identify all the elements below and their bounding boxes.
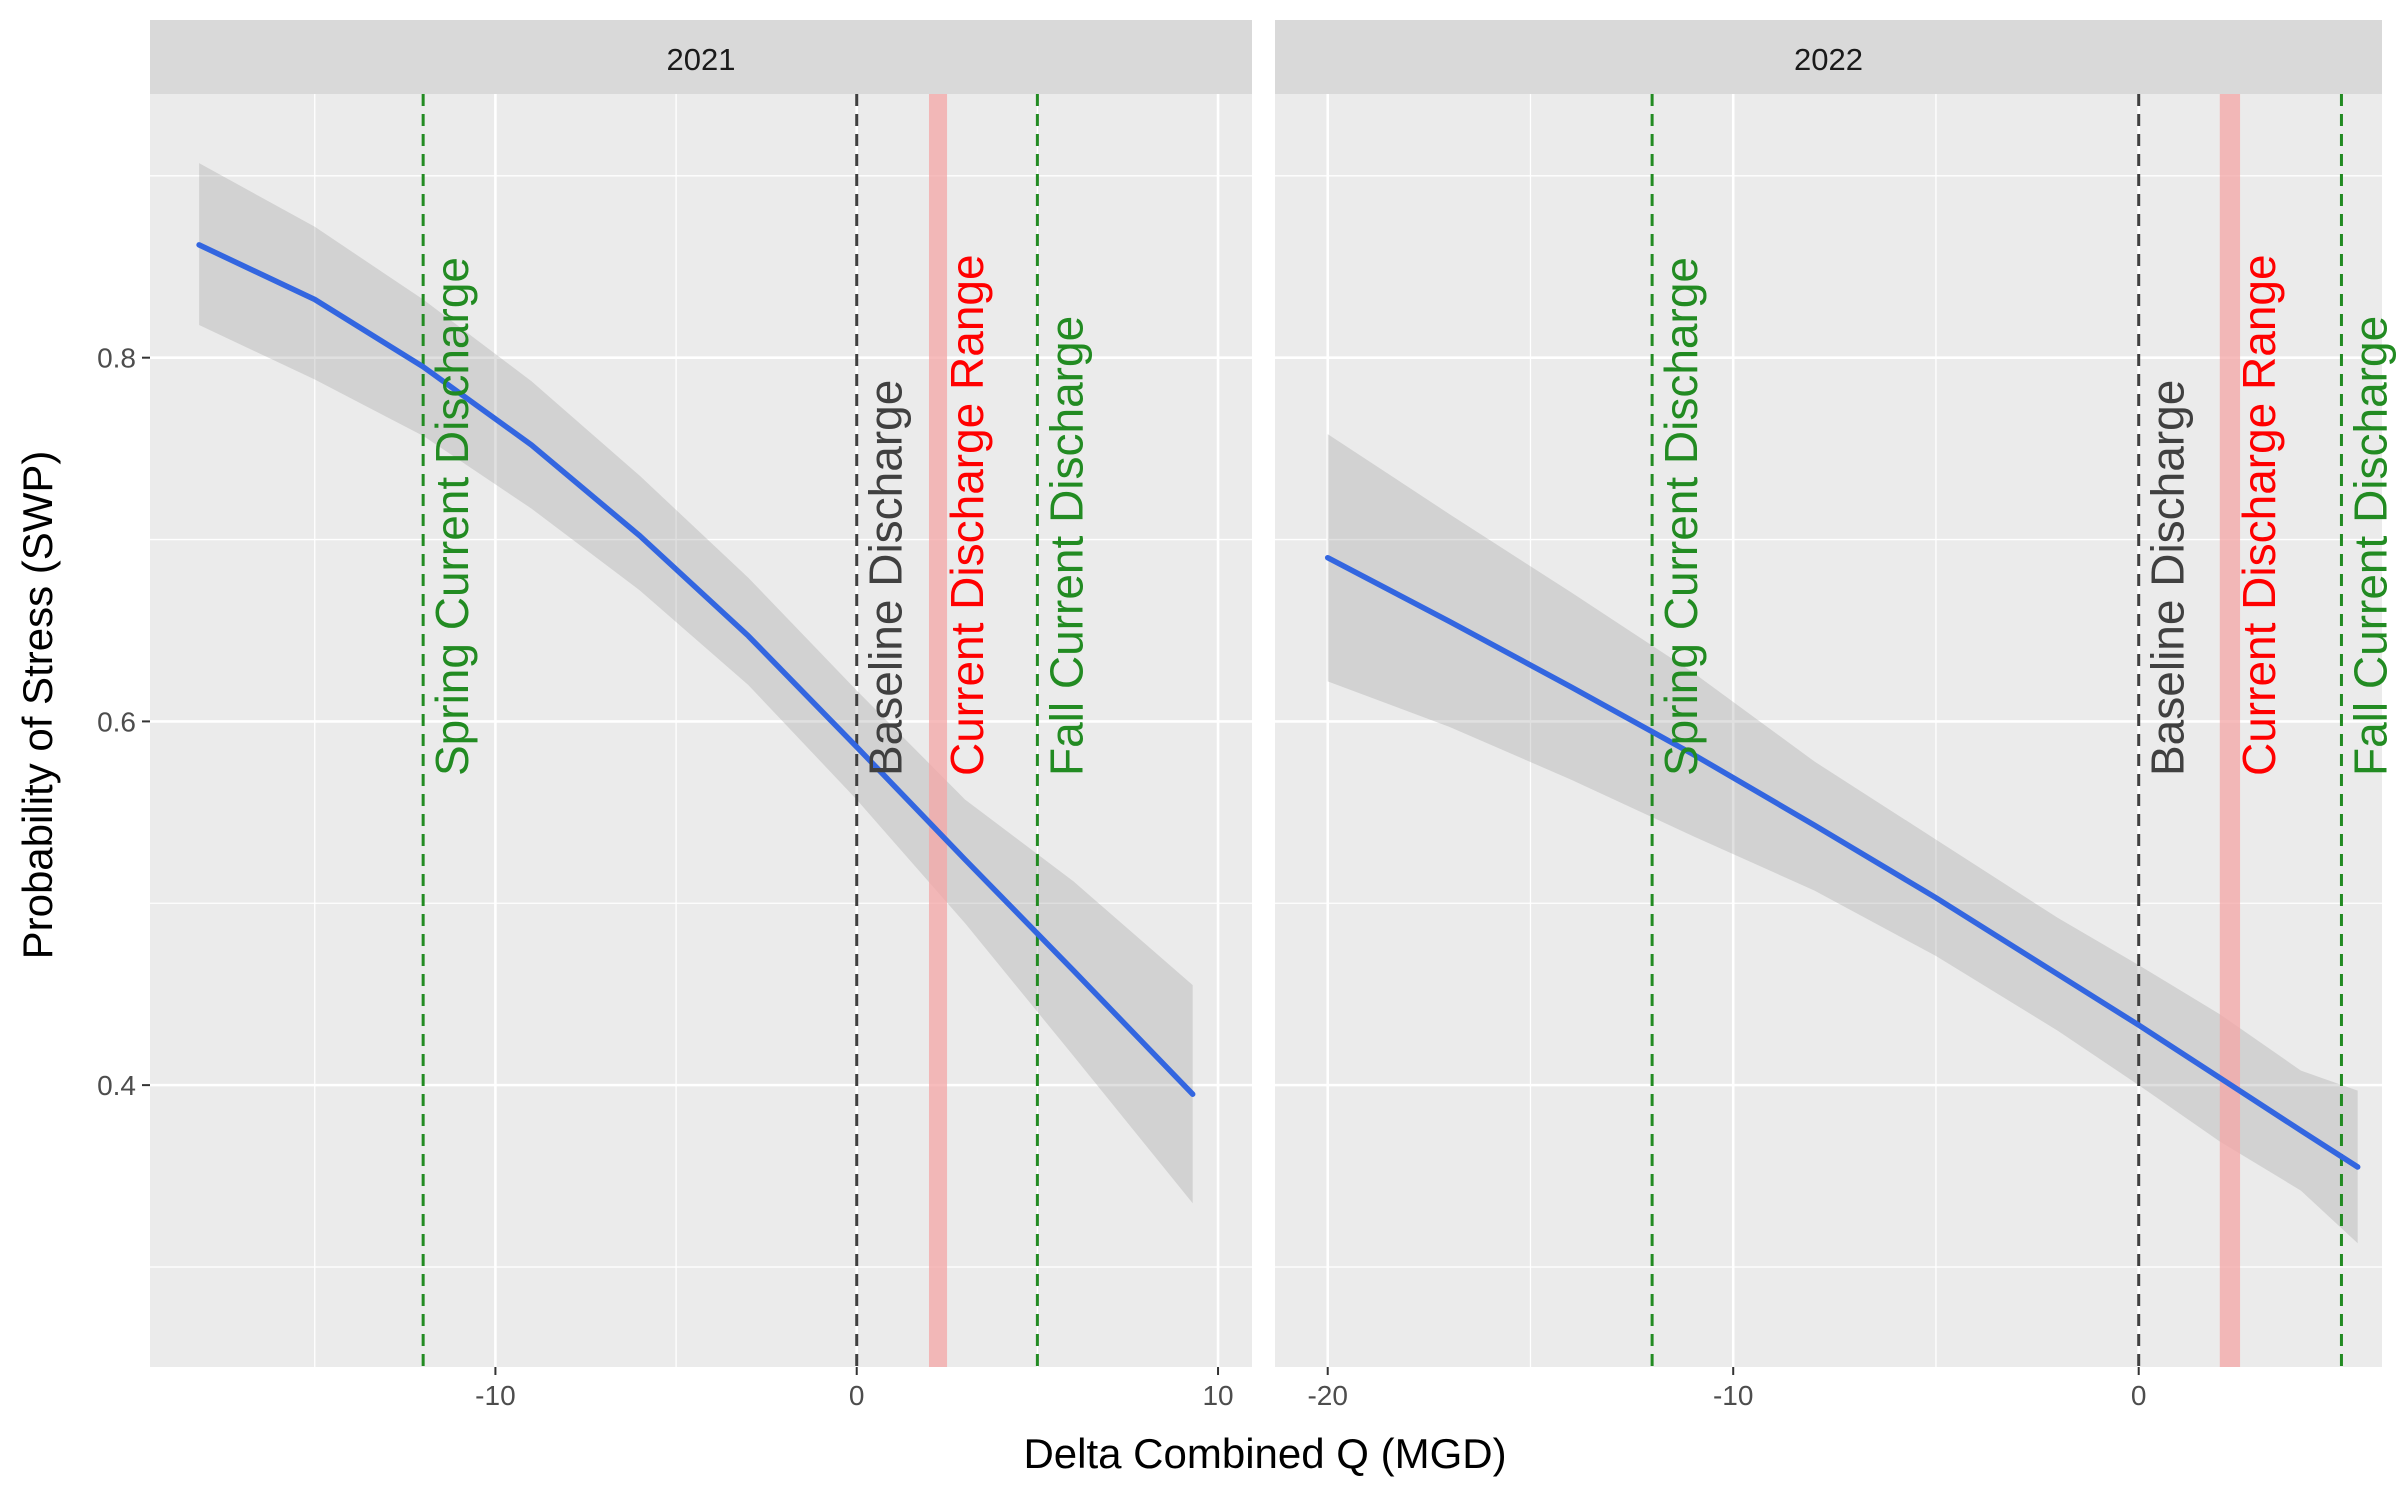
current-range-band (928, 94, 948, 1367)
y-tick-label: 0.4 (97, 1070, 136, 1101)
current-range-label: Current Discharge Range (2233, 254, 2285, 776)
spring-label: Spring Current Discharge (426, 257, 478, 776)
y-axis-title: Probability of Stress (SWP) (14, 451, 61, 960)
x-tick-label: -20 (1307, 1380, 1347, 1411)
current-range-label: Current Discharge Range (941, 254, 993, 776)
baseline-label: Baseline Discharge (860, 380, 912, 776)
facet-strip (1275, 20, 2382, 94)
x-tick-label: -10 (1713, 1380, 1753, 1411)
x-tick-label: -10 (475, 1380, 515, 1411)
y-tick-label: 0.6 (97, 706, 136, 737)
facet-strip-label: 2021 (667, 42, 736, 77)
panel-2022: 2022 Spring Current Discharge Baseline Dis… (1275, 20, 2397, 1411)
x-axis-title: Delta Combined Q (MGD) (1023, 1430, 1506, 1477)
x-tick-label: 0 (849, 1380, 865, 1411)
x-tick-label: 0 (2131, 1380, 2147, 1411)
facet-strip-label: 2022 (1794, 42, 1863, 77)
panel-background (150, 94, 1252, 1367)
x-tick-label: 10 (1202, 1380, 1233, 1411)
current-range-band (2219, 94, 2241, 1367)
confidence-band (1327, 434, 2358, 1244)
spring-label: Spring Current Discharge (1655, 257, 1707, 776)
fall-label: Fall Current Discharge (1040, 316, 1092, 776)
confidence-band (199, 163, 1193, 1204)
fall-label: Fall Current Discharge (2345, 316, 2397, 776)
panel-2021: 2021 Spring Current Discharge Baseline Dis… (97, 20, 1252, 1411)
fit-line (196, 242, 1196, 1097)
baseline-label: Baseline Discharge (2142, 380, 2194, 776)
panel-background (1275, 94, 2382, 1367)
facet-strip (150, 20, 1252, 94)
fit-line (1324, 554, 2361, 1170)
y-tick-label: 0.8 (97, 343, 136, 374)
